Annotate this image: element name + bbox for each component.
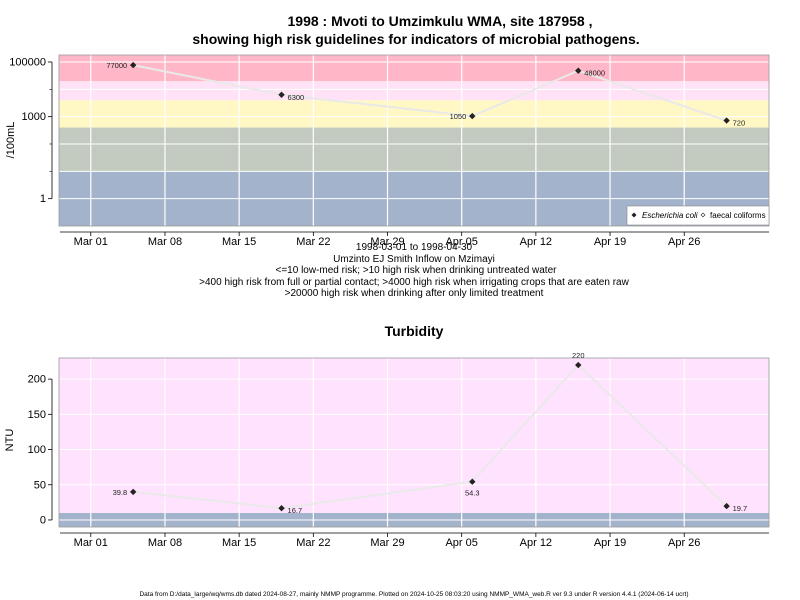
data-label: 720 [733,119,746,128]
data-label: 39.8 [113,488,128,497]
chart-title-line2: showing high risk guidelines for indicat… [192,31,639,47]
risk-band [59,100,769,128]
x-tick-label: Apr 05 [445,537,477,549]
legend-ecoli-marker [631,212,637,218]
risk-note-contact: >400 high risk from full or partial cont… [199,277,629,288]
risk-band [59,55,769,82]
data-point [723,502,730,510]
data-label: 54.3 [465,489,480,498]
data-point [723,117,730,124]
data-point [278,504,285,512]
y-tick-label: 1 [40,193,46,205]
y-tick-label: 100000 [9,56,46,68]
y-tick-label: 200 [28,374,46,386]
x-tick-label: Mar 08 [148,236,182,248]
y-tick-label: 0 [40,514,46,526]
legend-fc-label: faecal coliforms [710,211,766,220]
data-point [129,61,137,69]
data-point [469,478,476,485]
data-label: 48000 [584,69,605,78]
data-label: 1050 [450,112,467,121]
x-tick-label: Mar 29 [370,537,404,549]
x-tick-label: Mar 22 [296,236,330,248]
x-tick-label: Mar 08 [148,537,182,549]
y-tick-label: 50 [34,479,46,491]
legend-ecoli-label: Escherichia coli [642,211,698,220]
date-range-text: 1998-03-01 to 1998-04-30 [356,242,473,253]
data-point [575,67,582,74]
y-tick-label: 1000 [22,111,46,123]
x-tick-label: Mar 01 [74,236,108,248]
legend-box [626,205,770,226]
risk-note-drinking: <=10 low-med risk; >10 high risk when dr… [276,265,558,276]
data-point [278,91,285,99]
x-tick-label: Apr 12 [520,236,552,248]
x-tick-label: Mar 22 [296,537,330,549]
y-axis-label: /100mL [5,122,17,159]
y-tick-label: 100 [28,444,46,456]
risk-band [59,358,769,513]
x-tick-label: Apr 19 [594,236,626,248]
site-description-text: Umzinto EJ Smith Inflow on Mzimayi [333,254,495,265]
x-tick-label: Mar 15 [222,537,256,549]
data-point [575,361,582,369]
x-tick-label: Apr 26 [668,236,700,248]
x-tick-label: Mar 01 [74,537,108,549]
chart-title-line1: 1998 : Mvoti to Umzimkulu WMA, site 1879… [288,13,593,29]
x-tick-label: Mar 15 [222,236,256,248]
data-point [129,488,137,496]
x-tick-label: Apr 05 [445,236,477,248]
ecoli-panel: 1 1000 100000/100mL Mar 01 Mar 08 Mar 15 Mar 2… [5,54,770,248]
data-label: 19.7 [733,504,748,513]
data-point [469,112,476,120]
y-axis-label: NTU [4,429,16,452]
risk-note-treatment: >20000 high risk when drinking after onl… [285,288,544,299]
legend: Escherichia coli faecal coliforms [626,205,770,226]
risk-band [59,127,769,172]
plot-frame [58,357,770,528]
x-tick-label: Apr 26 [668,537,700,549]
data-label: 16.7 [288,506,303,515]
x-tick-label: Apr 12 [520,537,552,549]
legend-fc-marker [700,212,706,218]
turbidity-panel: 0 50 100 150 200 NTU Mar 01 Mar 08 Mar 15 Mar 22 M… [4,351,770,549]
x-tick-label: Mar 29 [370,236,404,248]
plot-frame [58,54,770,227]
data-label: 6300 [288,93,305,102]
data-label: 77000 [106,61,127,70]
y-tick-label: 150 [28,409,46,421]
footer-note: Data from D:/data_large/wq/wms.db dated … [139,591,688,598]
turbidity-title: Turbidity [385,323,444,339]
x-tick-label: Apr 19 [594,537,626,549]
data-label: 220 [572,351,585,360]
